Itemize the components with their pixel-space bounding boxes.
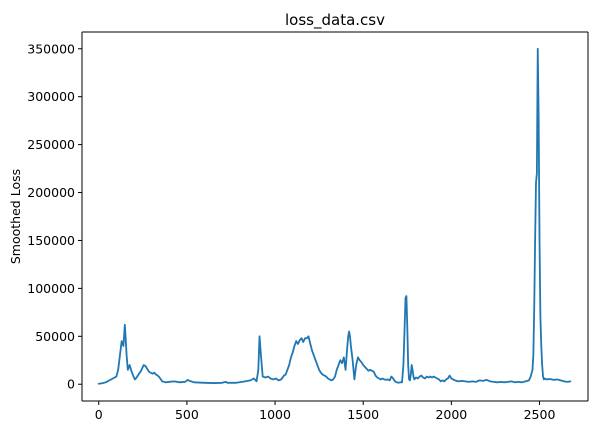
y-axis: 0 50000 100000 150000 200000 250000 300000 3500… [27,41,82,392]
marks-layer [97,47,572,385]
y-tick-label: 300000 [27,89,75,104]
chart-title: loss_data.csv [285,11,385,30]
y-tick-label: 250000 [27,137,75,152]
series-line [97,47,572,385]
y-axis-label: Smoothed Loss [8,169,23,264]
y-tick-label: 0 [67,377,75,392]
x-tick-label: 500 [175,407,199,422]
y-tick-label: 100000 [27,281,75,296]
y-tick-label: 350000 [27,41,75,56]
y-tick-label: 150000 [27,233,75,248]
x-tick-label: 2500 [524,407,556,422]
y-tick-label: 200000 [27,185,75,200]
x-tick-label: 1500 [347,407,379,422]
x-axis: 0 500 1000 1500 2000 2500 [95,401,556,422]
x-tick-label: 2000 [435,407,467,422]
plot-area [82,32,588,401]
axes-frame [81,31,589,402]
x-tick-label: 1000 [259,407,291,422]
y-tick-label: 50000 [35,329,75,344]
x-tick-label: 0 [95,407,103,422]
